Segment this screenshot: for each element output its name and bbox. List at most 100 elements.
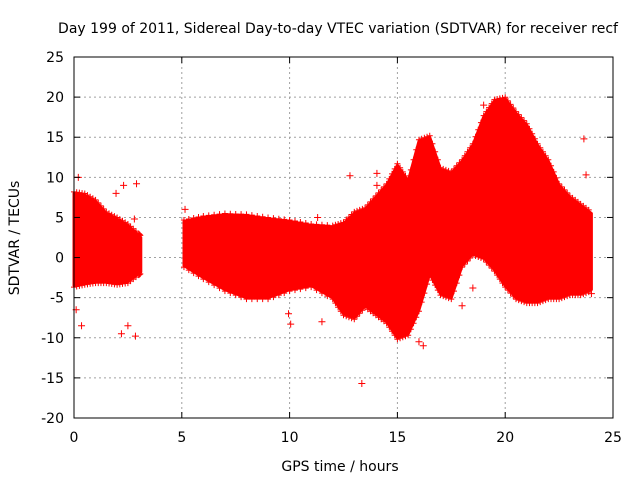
data-point [464, 258, 471, 265]
data-point [353, 207, 360, 214]
outlier-point [131, 332, 139, 340]
data-point [265, 214, 272, 221]
plot-frame [73, 56, 614, 419]
data-point [394, 336, 401, 343]
data-point [399, 334, 406, 341]
data-point [504, 97, 511, 104]
data-point [526, 125, 533, 132]
data-point [434, 156, 441, 163]
data-point [534, 140, 541, 147]
data-point [413, 146, 420, 153]
data-point [426, 132, 433, 139]
data-point [456, 272, 463, 279]
data-point [415, 308, 422, 315]
data-point [531, 135, 538, 142]
data-point [467, 255, 474, 262]
x-tick-label: 0 [70, 430, 79, 446]
data-point [332, 221, 339, 228]
data-point [461, 152, 468, 159]
data-point [100, 205, 107, 212]
data-point [335, 220, 342, 227]
y-tick-label: 15 [46, 130, 64, 146]
y-tick-label: -15 [41, 371, 64, 387]
data-point [205, 212, 212, 219]
data-point [318, 221, 325, 228]
data-point [389, 170, 396, 177]
data-point [494, 96, 501, 103]
data-point [329, 296, 336, 303]
data-point [432, 282, 439, 289]
data-point [259, 296, 266, 303]
data-point [337, 220, 344, 227]
data-point [335, 304, 342, 311]
outlier-point [355, 213, 363, 221]
data-point [515, 111, 522, 118]
data-point [537, 299, 544, 306]
data-point [448, 168, 455, 175]
outlier-point [358, 380, 366, 388]
y-tick-label: 20 [46, 90, 64, 106]
outlier-point [314, 213, 322, 221]
data-point [221, 210, 228, 217]
data-point [372, 192, 379, 199]
outlier-point [580, 135, 588, 143]
data-point [558, 183, 565, 190]
data-point [103, 208, 110, 215]
data-point [221, 288, 228, 295]
x-axis: 0 5 10 15 20 25 [70, 57, 622, 446]
data-point [291, 217, 298, 224]
data-point [302, 285, 309, 292]
data-point [216, 211, 223, 218]
data-point [243, 211, 250, 218]
data-point [227, 290, 234, 297]
outlier-point [582, 171, 590, 179]
data-point [265, 296, 272, 303]
data-point [537, 144, 544, 151]
data-point [111, 213, 118, 220]
data-point [405, 332, 412, 339]
outlier-point [318, 318, 326, 326]
data-point [445, 167, 452, 174]
data-point [259, 213, 266, 220]
y-tick-label: 25 [46, 50, 64, 66]
data-point [523, 120, 530, 127]
outlier-point [373, 169, 381, 177]
y-axis-title: SDTVAR / TECUs [7, 181, 23, 296]
data-point [488, 100, 495, 107]
data-point [453, 162, 460, 169]
data-point [248, 212, 255, 219]
data-point [467, 144, 474, 151]
data-point [356, 310, 363, 317]
data-point [410, 320, 417, 327]
data-point [402, 172, 409, 179]
data-point [483, 259, 490, 266]
data-point [480, 112, 487, 119]
data-point [313, 287, 320, 294]
data-point [561, 186, 568, 193]
data-point [348, 211, 355, 218]
x-axis-title: GPS time / hours [281, 459, 398, 475]
data-point [502, 284, 509, 291]
data-point [421, 290, 428, 297]
data-point [270, 294, 277, 301]
data-point [106, 210, 113, 217]
data-point [410, 156, 417, 163]
data-point [429, 140, 436, 147]
data-point [394, 160, 401, 167]
y-tick-label: -20 [41, 411, 64, 427]
data-point [399, 168, 406, 175]
data-point [475, 254, 482, 261]
data-point [502, 94, 509, 101]
data-point [185, 267, 192, 274]
data-point [356, 206, 363, 213]
y-tick-label: -10 [41, 331, 64, 347]
data-point [391, 332, 398, 339]
y-tick-label: 5 [55, 210, 64, 226]
data-point [415, 136, 422, 143]
data-point [459, 156, 466, 163]
data-point [413, 314, 420, 321]
data-point [553, 174, 560, 181]
data-point [324, 293, 331, 300]
data-point [459, 264, 466, 271]
data-point [437, 292, 444, 299]
